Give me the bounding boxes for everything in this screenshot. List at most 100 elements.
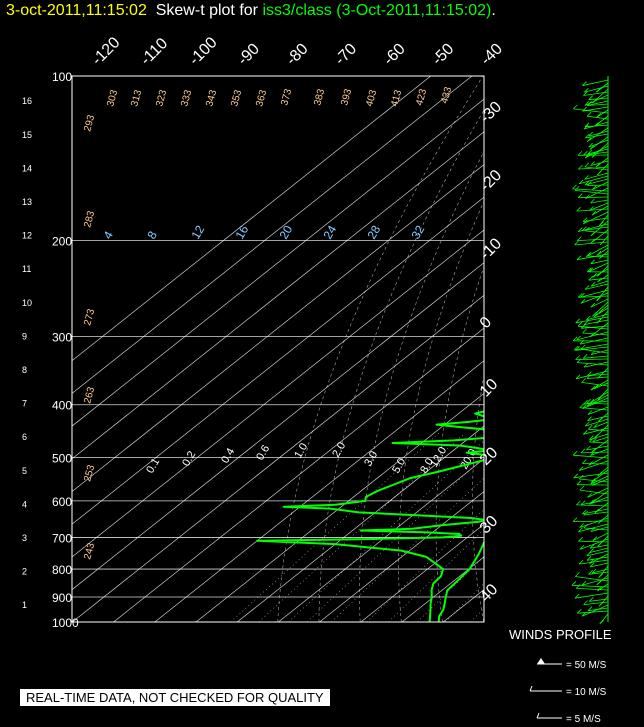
wind-barb: [581, 382, 609, 387]
top-temperature-label: -50: [429, 40, 457, 68]
height-tick-label: 14: [22, 163, 32, 173]
wind-barb-flag: [572, 184, 577, 190]
mixing-ratio-lower-label: 3.0: [362, 449, 380, 468]
wind-barb-flag: [577, 608, 582, 614]
wind-barb-flag: [599, 240, 605, 246]
theta-label: 253: [82, 463, 97, 482]
height-tick-label: 5: [22, 466, 27, 476]
mixing-ratio-lower-label: 20.0: [458, 447, 479, 472]
theta-label: 343: [204, 88, 219, 107]
wind-barb: [588, 277, 609, 281]
wind-barb-flag: [576, 206, 581, 212]
wind-barb: [583, 211, 609, 225]
wind-barb: [588, 148, 609, 155]
plot-frame: [71, 75, 485, 623]
theta-label: 403: [364, 88, 379, 107]
wind-barb-flag: [582, 106, 587, 112]
wind-legend-pennant: [537, 658, 545, 664]
pressure-tick-label: 500: [52, 452, 72, 466]
title-date-time: 3-oct-2011,11:15:02: [6, 2, 147, 19]
wind-barb: [591, 280, 609, 287]
pressure-tick-label: 200: [52, 234, 72, 248]
wind-barb-flag: [586, 101, 592, 106]
wind-barb-flag: [587, 493, 592, 498]
mixing-ratio-upper-label: 32: [408, 223, 427, 242]
wind-barb: [574, 343, 609, 351]
wind-barb-flag: [588, 131, 593, 137]
wind-barb-flag: [577, 236, 582, 241]
wind-barb-flag: [588, 267, 594, 273]
wind-barb-flag: [586, 374, 592, 379]
wind-barb-flag: [587, 606, 593, 611]
wind-barb: [583, 427, 609, 435]
wind-barb-flag: [578, 293, 583, 298]
wind-barb: [576, 588, 609, 591]
wind-barb: [576, 208, 609, 212]
dry-adiabat: [606, 76, 644, 622]
wind-barb-flag: [586, 401, 592, 407]
wind-barb: [596, 109, 609, 118]
wind-barb: [588, 130, 609, 137]
wind-barb-flag: [574, 240, 579, 246]
mixing-ratio-lower-label: 0.1: [144, 456, 162, 475]
wind-barb-flag: [577, 193, 583, 198]
wind-barb: [583, 511, 609, 516]
wind-barb-flag: [573, 104, 578, 110]
isotherm-line: [72, 76, 431, 362]
wind-barb: [587, 607, 609, 612]
wind-barb-flag: [583, 600, 588, 605]
wind-barb-flag: [590, 161, 595, 166]
wind-barb-flag: [583, 91, 588, 96]
wind-barb: [586, 402, 609, 405]
theta-label: 363: [254, 88, 269, 107]
wind-barb-flag: [590, 385, 596, 391]
wind-barb-flag: [589, 499, 594, 505]
mixing-ratio-lower-label: 0.2: [180, 449, 198, 468]
pressure-tick-label: 1000: [52, 616, 79, 630]
wind-barb: [571, 584, 609, 588]
pressure-tick-label: 100: [52, 70, 72, 84]
wind-barb: [578, 196, 609, 199]
theta-label: 413: [389, 88, 404, 107]
wind-barb-flag: [583, 320, 589, 325]
wind-barb: [579, 175, 609, 185]
wind-barb: [596, 247, 609, 256]
wind-barb: [582, 463, 609, 465]
dry-adiabat: [574, 76, 644, 622]
wind-barb-flag: [581, 580, 587, 586]
wind-barb: [582, 332, 609, 336]
wind-barb: [590, 544, 609, 549]
wind-barb-flag: [589, 543, 595, 549]
wind-barb-flag: [582, 328, 587, 334]
wind-barb-flag: [590, 302, 596, 308]
dry-adiabat: [318, 109, 484, 622]
wind-barb-flag: [574, 593, 580, 599]
wind-barb-flag: [589, 562, 595, 568]
title-station: iss3/class: [262, 2, 332, 19]
wind-barb: [587, 394, 609, 407]
wind-barb: [584, 361, 609, 368]
quality-disclaimer: REAL-TIME DATA, NOT CHECKED FOR QUALITY: [20, 689, 330, 706]
wind-legend-label-10: = 10 M/S: [566, 687, 607, 698]
isotherm-line: [72, 76, 473, 394]
wind-barb-flag: [596, 112, 602, 118]
wind-barb: [589, 202, 609, 211]
height-tick-label: 4: [22, 499, 27, 509]
isotherm-line: [608, 76, 644, 622]
wind-barb: [572, 188, 609, 192]
wind-barb: [588, 97, 609, 101]
wind-barb-flag: [597, 170, 602, 176]
height-tick-label: 9: [22, 331, 27, 341]
wind-barb: [585, 230, 609, 234]
wind-barb: [589, 598, 609, 602]
wind-barb-flag: [579, 485, 585, 491]
theta-label: 423: [414, 87, 429, 106]
wind-barb-flag: [592, 273, 597, 278]
wind-barb-flag: [580, 292, 585, 298]
wind-barb: [588, 262, 609, 273]
wind-barb-flag: [584, 122, 590, 128]
wind-barb-flag: [599, 221, 604, 226]
wind-barb: [577, 238, 609, 241]
wind-barb: [583, 601, 609, 605]
wind-barb: [590, 298, 609, 308]
